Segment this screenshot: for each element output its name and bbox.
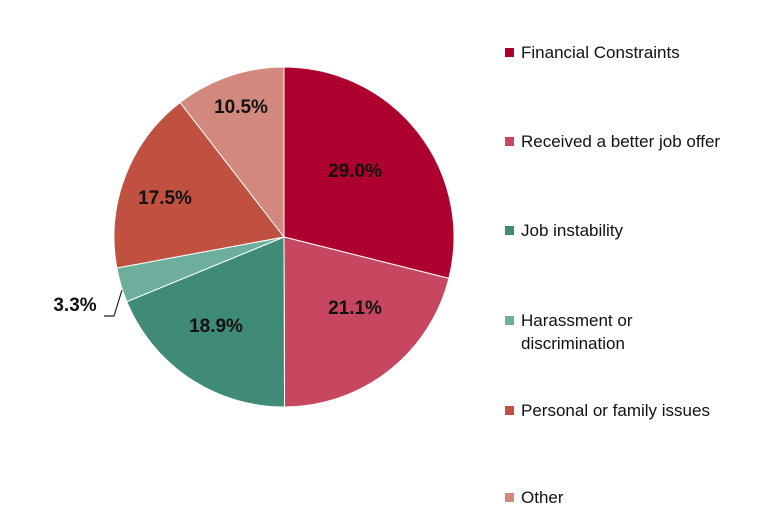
pie-slice-2: [126, 236, 286, 408]
pie-slice-5: [179, 66, 285, 239]
legend-label: Harassment or discrimination: [521, 311, 633, 353]
legend-swatch: [505, 226, 514, 235]
legend-swatch: [505, 316, 514, 325]
legend-label: Financial Constraints: [521, 43, 680, 62]
legend-swatch: [505, 48, 514, 57]
data-label-5: 10.5%: [214, 97, 268, 118]
legend-label: Received a better job offer: [521, 132, 721, 151]
pie-slice-0: [283, 66, 455, 279]
data-label-4: 17.5%: [138, 188, 192, 209]
legend-item: Financial Constraints: [505, 41, 745, 64]
legend-swatch: [505, 137, 514, 146]
legend-label: Other: [521, 488, 564, 507]
data-label-3: 3.3%: [53, 295, 96, 316]
legend-item: Harassment or discrimination: [505, 309, 745, 355]
legend-label: Personal or family issues: [521, 401, 710, 420]
legend-swatch: [505, 493, 514, 502]
legend-item: Received a better job offer: [505, 130, 745, 153]
legend-label: Job instability: [521, 221, 624, 240]
legend-item: Other: [505, 486, 745, 509]
legend-item: Personal or family issues: [505, 399, 745, 422]
legend-swatch: [505, 406, 514, 415]
pie-slice-1: [283, 236, 450, 408]
data-label-0: 29.0%: [328, 161, 382, 182]
data-label-1: 21.1%: [328, 298, 382, 319]
data-label-2: 18.9%: [189, 316, 243, 337]
leader-line: [104, 289, 123, 317]
pie-slice-4: [113, 101, 285, 269]
legend-item: Job instability: [505, 219, 745, 242]
